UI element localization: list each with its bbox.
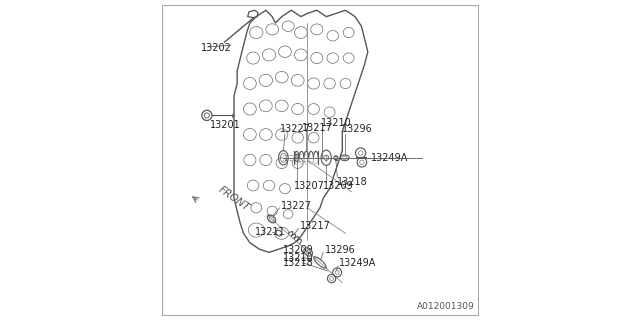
Text: 13209: 13209 [283,245,314,255]
Text: 13207: 13207 [294,181,324,191]
Text: 13249A: 13249A [371,153,408,163]
Text: 13227: 13227 [280,201,312,211]
Text: 13209: 13209 [323,181,354,191]
Text: A012001309: A012001309 [417,302,474,311]
Text: 13211: 13211 [255,227,285,236]
Text: 13227: 13227 [280,124,311,134]
Text: 13249A: 13249A [339,258,376,268]
Text: 13217: 13217 [301,123,332,132]
Text: 13201: 13201 [210,120,241,130]
Text: 13218: 13218 [283,258,314,268]
Text: 13218: 13218 [337,177,368,187]
Text: 13202: 13202 [200,44,232,53]
Text: 13296: 13296 [342,124,372,134]
Text: 13210: 13210 [283,253,314,263]
Text: FRONT: FRONT [216,184,252,212]
Text: 13217: 13217 [300,221,331,231]
Text: 13296: 13296 [324,245,355,255]
Text: 13210: 13210 [321,118,351,128]
